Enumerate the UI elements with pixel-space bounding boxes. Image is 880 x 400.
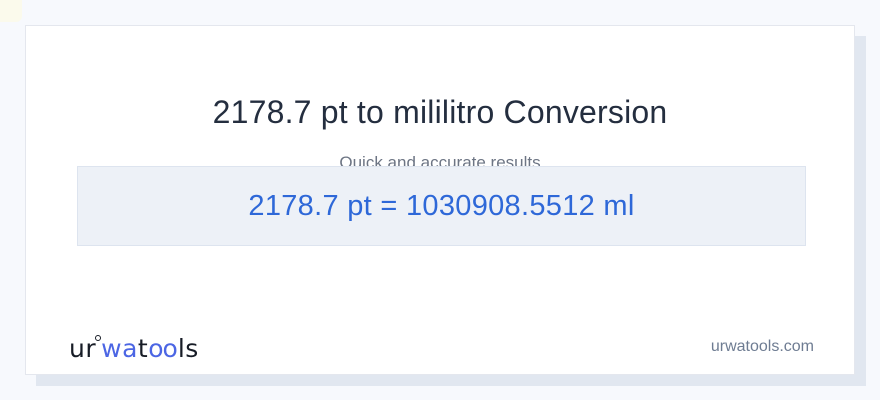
logo-segment-ls: ls bbox=[177, 334, 199, 363]
corner-accent-decoration bbox=[0, 0, 22, 22]
logo-segment-oo: oo bbox=[148, 334, 178, 363]
logo-segment-t: t bbox=[137, 334, 149, 363]
logo-segment-wa: wa bbox=[101, 334, 138, 363]
conversion-result-text: 2178.7 pt = 1030908.5512 ml bbox=[248, 189, 635, 222]
logo-ring-icon bbox=[95, 335, 102, 341]
conversion-card: 2178.7 pt to mililitro Conversion Quick … bbox=[25, 25, 855, 375]
result-box: 2178.7 pt = 1030908.5512 ml bbox=[77, 166, 806, 246]
brand-logo: ur watools bbox=[69, 334, 199, 363]
page-title: 2178.7 pt to mililitro Conversion bbox=[212, 94, 668, 130]
logo-segment-ur: ur bbox=[69, 334, 97, 363]
website-url: urwatools.com bbox=[710, 338, 814, 355]
